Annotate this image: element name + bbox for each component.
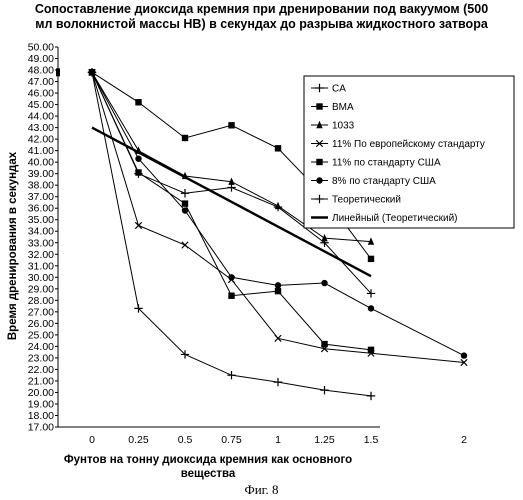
data-point-plus: [274, 378, 282, 386]
y-tick-label: 50.00: [28, 42, 54, 54]
y-tick-label: 38.00: [28, 180, 54, 192]
x-tick-label: 2: [461, 434, 467, 446]
data-point-circle: [368, 305, 374, 311]
data-point-square: [228, 293, 234, 299]
y-tick-label: 27.00: [28, 306, 54, 318]
y-tick-label: 48.00: [28, 65, 54, 77]
legend-label: Теоретический: [332, 195, 401, 206]
y-tick-label: 36.00: [28, 203, 54, 215]
y-tick-label: 45.00: [28, 99, 54, 111]
y-tick-label: 26.00: [28, 318, 54, 330]
data-point-plus: [227, 371, 235, 379]
data-point-cross: [182, 242, 188, 248]
data-point-square: [321, 341, 327, 347]
y-tick-label: 44.00: [28, 111, 54, 123]
data-point-square: [135, 99, 141, 105]
y-tick-label: 20.00: [28, 387, 54, 399]
data-point-circle: [275, 282, 281, 288]
y-tick-label: 42.00: [28, 134, 54, 146]
y-tick-label: 39.00: [28, 168, 54, 180]
x-tick-label: 0.75: [221, 434, 242, 446]
legend-label: BMA: [332, 102, 354, 113]
y-tick-label: 19.00: [28, 398, 54, 410]
legend-label: 8% по стандарту США: [332, 176, 436, 187]
x-tick-label: 1: [275, 434, 281, 446]
legend-label: 1033: [332, 121, 355, 132]
data-point-circle: [228, 274, 234, 280]
data-point-square: [275, 288, 281, 294]
y-tick-label: 47.00: [28, 76, 54, 88]
data-point-plus: [181, 189, 189, 197]
data-point-circle: [182, 207, 188, 213]
x-axis-label-line-1: Фунтов на тонну диоксида кремния как осн…: [64, 454, 352, 466]
data-point-circle: [321, 280, 327, 286]
data-point-square: [316, 159, 322, 165]
data-point-square: [368, 347, 374, 353]
data-point-square: [316, 103, 322, 109]
figure-caption: Фиг. 8: [0, 482, 523, 498]
y-tick-label: 40.00: [28, 157, 54, 169]
y-tick-label: 22.00: [28, 364, 54, 376]
y-tick-label: 35.00: [28, 214, 54, 226]
y-tick-label: 25.00: [28, 329, 54, 341]
y-tick-label: 24.00: [28, 341, 54, 353]
y-tick-label: 31.00: [28, 260, 54, 272]
x-tick-label: 1.5: [364, 434, 379, 446]
y-axis-start-marker: [56, 68, 60, 76]
y-tick-label: 17.00: [28, 422, 54, 434]
data-point-square: [182, 135, 188, 141]
data-point-square: [182, 200, 188, 206]
y-tick-label: 30.00: [28, 272, 54, 284]
y-tick-label: 49.00: [28, 53, 54, 65]
y-tick-label: 41.00: [28, 145, 54, 157]
x-tick-label: 0.25: [128, 434, 149, 446]
x-axis-label-line-2: вещества: [181, 468, 236, 480]
y-tick-label: 28.00: [28, 295, 54, 307]
data-point-plus: [320, 386, 328, 394]
data-point-square: [275, 145, 281, 151]
legend-label: 11% по стандарту США: [332, 158, 441, 169]
y-tick-label: 21.00: [28, 375, 54, 387]
x-tick-label: 0: [89, 434, 95, 446]
legend-label: 11% По европейскому стандарту: [332, 139, 485, 150]
x-tick-label: 1.25: [314, 434, 335, 446]
y-axis-label: Время дренирования в секундах: [7, 151, 19, 340]
data-point-circle: [316, 177, 322, 183]
data-point-square: [368, 256, 374, 262]
legend-item: Линейный (Теоретический): [311, 213, 458, 224]
legend-item: 11% По европейскому стандарту: [311, 139, 485, 150]
legend-label: CA: [332, 84, 346, 95]
y-tick-label: 37.00: [28, 191, 54, 203]
y-tick-label: 34.00: [28, 226, 54, 238]
data-point-circle: [135, 155, 141, 161]
data-point-square: [228, 122, 234, 128]
legend-label: Линейный (Теоретический): [332, 213, 458, 224]
y-tick-label: 43.00: [28, 122, 54, 134]
y-tick-label: 23.00: [28, 352, 54, 364]
x-axis: 0 0.25 0.5 0.75 1 1.25 1.5 2: [58, 427, 467, 446]
y-tick-label: 18.00: [28, 410, 54, 422]
x-tick-label: 0.5: [178, 434, 193, 446]
data-point-circle: [461, 352, 467, 358]
y-tick-label: 32.00: [28, 249, 54, 261]
y-axis: 17.0018.0019.0020.0021.0022.0023.0024.00…: [28, 42, 60, 434]
y-tick-label: 33.00: [28, 237, 54, 249]
legend: CA BMA 1033 11% По европейскому стандарту 11…: [304, 76, 514, 228]
data-point-plus: [367, 392, 375, 400]
data-point-cross: [135, 222, 141, 228]
y-tick-label: 29.00: [28, 283, 54, 295]
y-tick-label: 46.00: [28, 88, 54, 100]
